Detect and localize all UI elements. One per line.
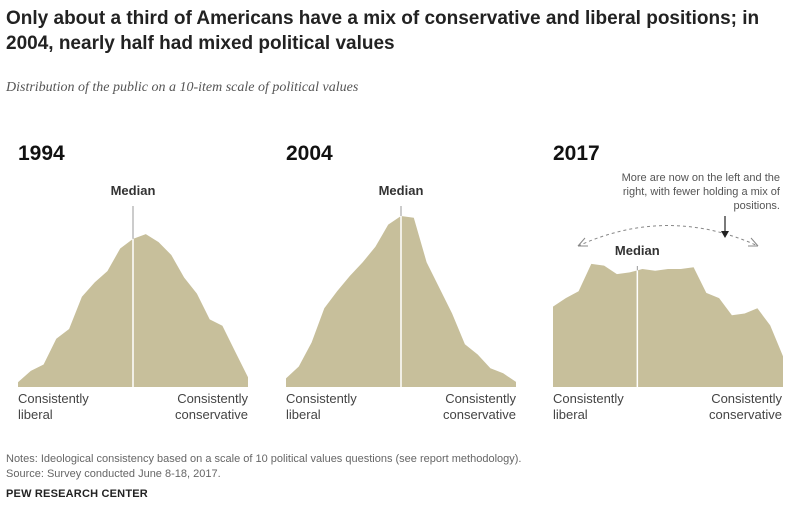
panel-1994-xlabel-left-line1: Consistently: [18, 391, 89, 406]
panel-2004-xlabel-right-line2: conservative: [443, 407, 516, 422]
area-series-2017: [553, 263, 783, 387]
chart-subtitle: Distribution of the public on a 10-item …: [6, 80, 359, 95]
source-text: Source: Survey conducted June 8-18, 2017…: [6, 468, 221, 480]
panel-1994-xlabel-right-line1: Consistently: [177, 391, 248, 406]
panel-1994-xlabel-left: Consistently liberal: [18, 391, 89, 423]
panel-1994-title: 1994: [18, 142, 65, 165]
panel-2017-title: 2017: [553, 142, 600, 165]
panel-1994-xlabel-left-line2: liberal: [18, 407, 53, 422]
panel-2004-median-label: Median: [378, 183, 424, 198]
chart-title: Only about a third of Americans have a m…: [6, 8, 760, 54]
panel-2017-xlabel-left-line2: liberal: [553, 407, 588, 422]
notes-text: Notes: Ideological consistency based on …: [6, 453, 522, 465]
panel-2004-xlabel-left: Consistently liberal: [286, 391, 357, 423]
brand-logo-text: PEW RESEARCH CENTER: [6, 488, 148, 500]
panel-2017-xlabel-right-line1: Consistently: [711, 391, 782, 406]
panel-2004-xlabel-left-line1: Consistently: [286, 391, 357, 406]
panel-1994-xlabel-right-line2: conservative: [175, 407, 248, 422]
panel-2004-xlabel-left-line2: liberal: [286, 407, 321, 422]
panel-2017-xlabel-right: Consistently conservative: [694, 391, 782, 423]
panel-1994-median-label: Median: [110, 183, 156, 198]
notes-block: Notes: Ideological consistency based on …: [6, 452, 794, 482]
panel-1994-xlabel-right: Consistently conservative: [160, 391, 248, 423]
panel-2004-xlabel-right-line1: Consistently: [445, 391, 516, 406]
arc-arrowhead-right-icon: [748, 237, 759, 247]
panel-2004-title: 2004: [286, 142, 333, 165]
arc-arrowhead-left-icon: [577, 237, 588, 247]
panel-2017-annotation: More are now on the left and the right, …: [621, 172, 780, 212]
panel-2017-xlabel-left: Consistently liberal: [553, 391, 624, 423]
panel-2017-xlabel-right-line2: conservative: [709, 407, 782, 422]
panel-2004-xlabel-right: Consistently conservative: [428, 391, 516, 423]
panel-2017-median-label: Median: [614, 243, 660, 258]
spread-arc-arrow: [577, 225, 759, 247]
annotation-arrowhead-icon: [721, 231, 729, 238]
panel-2017-xlabel-left-line1: Consistently: [553, 391, 624, 406]
